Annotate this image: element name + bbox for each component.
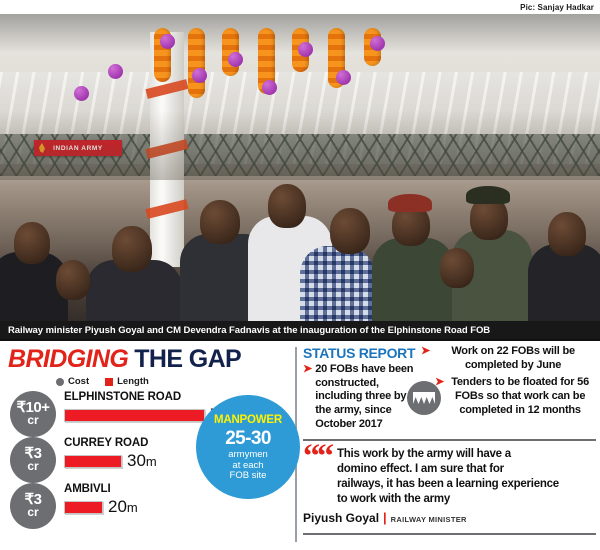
cost-value: ₹3 [24,491,42,509]
legend-label-length: Length [117,376,149,387]
manpower-title: MANPOWER [213,413,283,426]
manpower-line-1: armymen [228,449,268,461]
infographic-body: BRIDGING THE GAP Cost Length ₹10+ cr [0,339,600,550]
length-label: 30m [127,451,157,471]
status-panel: STATUS REPORT ➤ 20 FOBs have been constr… [299,341,600,550]
legend-label-cost: Cost [68,376,90,387]
bar-line: 30m [64,451,293,471]
bullet: ➤ Tenders to be floated for 56 FOBs so t… [421,376,593,417]
cost-swatch-icon [56,377,64,386]
length-label: 20m [108,497,138,517]
station-name: AMBIVLI [64,483,111,495]
page-title: BRIDGING THE GAP [8,347,293,372]
quote-line-1: This work by the army will have a [337,448,511,460]
title-part-2: THE GAP [134,345,242,373]
chart-legend: Cost Length [56,376,293,387]
attribution-separator: | [383,509,387,525]
photo-credit-bar: Pic: Sanjay Hadkar [0,0,600,14]
quote-attribution: Piyush Goyal | RAILWAY MINISTER [303,510,594,525]
station-name: ELPHINSTONE ROAD [64,391,182,403]
length-value: 20 [108,497,127,516]
length-bar [64,500,103,514]
bullet: ➤ Work on 22 FOBs will be completed by J… [421,345,593,372]
arrow-bullet-icon: ➤ [435,376,445,389]
photo-caption-text: Railway minister Piyush Goyal and CM Dev… [8,324,491,336]
quote-mark-icon: ““ [303,438,334,475]
arrow-bullet-icon: ➤ [303,363,313,375]
flame-icon [39,143,45,153]
length-unit: m [126,500,138,515]
indian-army-banner: INDIAN ARMY [34,140,122,156]
chart-row: ₹3 cr CURREY ROAD 30m [8,435,293,483]
cost-unit: cr [27,505,39,520]
status-bullet-left: ➤ 20 FOBs have been constructed, includi… [303,363,419,431]
bar-line: 20m [64,497,293,517]
status-report: STATUS REPORT ➤ 20 FOBs have been constr… [303,345,594,441]
footbridge-legs [413,397,435,404]
manpower-line-2: at each [232,459,264,471]
bullet-text: 20 FOBs have been constructed, including… [315,363,414,430]
chart-panel: BRIDGING THE GAP Cost Length ₹10+ cr [0,341,300,550]
bullet-text: Tenders to be floated for 56 FOBs so tha… [451,376,590,416]
chart-row-body: CURREY ROAD 30m [64,437,293,471]
cost-badge: ₹3 cr [10,483,56,529]
chart-row: ₹3 cr AMBIVLI 20m [8,481,293,529]
length-swatch-icon [105,377,114,386]
quote-author: Piyush Goyal [303,510,380,525]
bullet: ➤ 20 FOBs have been constructed, includi… [303,363,419,431]
quote-line-3: railways, it has been a learning experie… [337,477,559,490]
marigold-garlands [74,28,600,118]
length-bar [64,454,122,468]
news-photo: INDIAN ARMY [0,14,600,339]
manpower-number: 25-30 [225,427,271,449]
cost-unit: cr [27,413,39,428]
footbridge-icon [407,381,441,415]
photo-haze [0,110,600,180]
footbridge-deck [413,392,435,397]
quote-block: ““ This work by the army will have a dom… [303,439,596,535]
cost-badge: ₹3 cr [10,437,56,483]
crowd [0,164,600,339]
status-bullets-right: ➤ Work on 22 FOBs will be completed by J… [421,345,593,417]
station-name: CURREY ROAD [64,437,149,449]
chart-row-body: AMBIVLI 20m [64,483,293,517]
legend-item-length: Length [105,376,149,387]
manpower-callout: MANPOWER 25-30 armymen at each FOB site [196,395,300,499]
quote-author-role: RAILWAY MINISTER [390,514,467,524]
cost-value: ₹3 [24,445,42,463]
length-value: 30 [127,451,146,470]
indian-army-banner-label: INDIAN ARMY [53,145,103,152]
cost-value: ₹10+ [16,399,51,417]
legend-item-cost: Cost [56,376,89,387]
quote-line-2: domino effect. I am sure that for [337,462,504,475]
length-unit: m [145,454,157,469]
length-bar [64,408,205,422]
title-part-1: BRIDGING [8,345,129,373]
cost-unit: cr [27,459,39,474]
photo-credit-text: Pic: Sanjay Hadkar [520,2,594,12]
cost-badge: ₹10+ cr [10,391,56,437]
bullet-text: Work on 22 FOBs will be completed by Jun… [451,345,575,371]
quote-line-4: to work with the army [337,492,450,505]
manpower-line-3: FOB site [229,470,267,482]
status-report-heading: STATUS REPORT [303,345,416,361]
arrow-bullet-icon: ➤ [421,345,431,357]
photo-caption: Railway minister Piyush Goyal and CM Dev… [0,321,600,339]
